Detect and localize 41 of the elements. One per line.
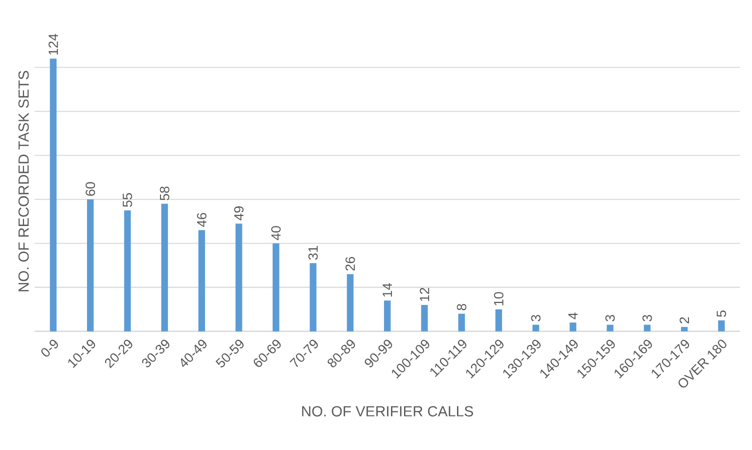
data-label: 3 (642, 314, 652, 322)
data-label: 8 (456, 304, 466, 310)
data-label: 60 (86, 182, 96, 196)
x-tick-label: 0-9 (41, 340, 58, 357)
data-label: 2 (680, 317, 689, 324)
data-label: 3 (605, 314, 615, 322)
data-label: 12 (420, 288, 430, 301)
data-label: 10 (494, 292, 504, 306)
bar (161, 204, 168, 332)
bar (198, 230, 206, 332)
data-label: 5 (716, 310, 726, 317)
x-axis-title: NO. OF VERIFIER CALLS (302, 406, 474, 416)
data-label: 3 (531, 314, 541, 322)
bar (384, 300, 391, 332)
data-label: 124 (48, 34, 58, 55)
bar (346, 274, 354, 332)
y-axis-title: NO. OF RECORDED TASK SETS (18, 70, 29, 292)
bar (124, 210, 131, 332)
bar (718, 320, 725, 332)
bar (50, 58, 57, 332)
data-label: 4 (568, 312, 578, 320)
bar (310, 263, 316, 332)
data-label: 40 (271, 226, 281, 240)
bar (495, 309, 502, 332)
bar (236, 224, 242, 332)
data-label: 58 (160, 186, 170, 200)
bar (606, 324, 614, 332)
bar (458, 314, 465, 332)
data-label: 55 (122, 193, 132, 207)
bar (87, 199, 94, 332)
data-label: 46 (197, 212, 206, 227)
bar (272, 243, 280, 332)
bar (532, 324, 540, 332)
bar (421, 304, 428, 332)
data-label: 26 (346, 256, 355, 271)
data-label: 31 (308, 246, 318, 260)
data-label: 14 (382, 283, 392, 297)
bar (680, 326, 688, 332)
bar (570, 322, 576, 332)
bar (644, 324, 651, 332)
data-label: 49 (234, 206, 244, 220)
